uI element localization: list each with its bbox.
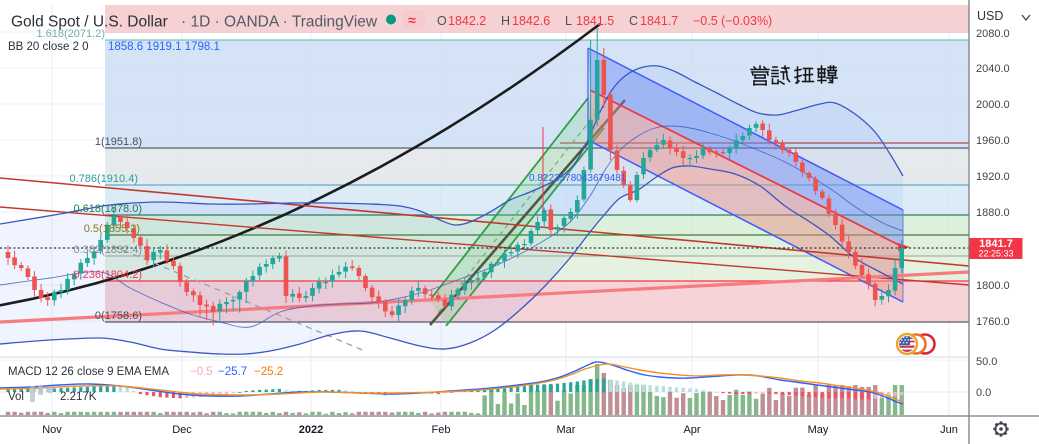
svg-text:· 1D · OANDA · TradingView: · 1D · OANDA · TradingView: [181, 14, 378, 31]
svg-text:Feb: Feb: [432, 424, 451, 436]
svg-text:−25.7: −25.7: [218, 366, 247, 378]
svg-text:BB 20 close 2 0: BB 20 close 2 0: [8, 41, 89, 53]
svg-text:1841.7: 1841.7: [979, 238, 1013, 250]
svg-text:1841.5: 1841.5: [576, 14, 614, 28]
svg-text:1960.0: 1960.0: [976, 135, 1010, 147]
svg-text:MACD 12 26 close 9 EMA EMA: MACD 12 26 close 9 EMA EMA: [8, 366, 169, 378]
svg-text:1(1951.8): 1(1951.8): [95, 136, 142, 148]
svg-text:Nov: Nov: [42, 424, 62, 436]
svg-text:2022: 2022: [299, 424, 323, 436]
svg-text:0.8223578043679481: 0.8223578043679481: [529, 173, 627, 184]
svg-text:Jun: Jun: [940, 424, 958, 436]
svg-text:≈: ≈: [408, 12, 416, 28]
svg-text:−0.5 (−0.03%): −0.5 (−0.03%): [693, 14, 772, 28]
svg-text:2000.0: 2000.0: [976, 99, 1010, 111]
svg-text:Vol: Vol: [8, 391, 24, 403]
svg-text:1.618(2071.2): 1.618(2071.2): [37, 28, 106, 40]
svg-text:1842.6: 1842.6: [512, 14, 550, 28]
svg-text:Apr: Apr: [683, 424, 700, 436]
svg-text:Mar: Mar: [557, 424, 576, 436]
svg-text:0.786(1910.4): 0.786(1910.4): [70, 173, 139, 185]
svg-text:1760.0: 1760.0: [976, 316, 1010, 328]
svg-text:C: C: [629, 14, 638, 28]
svg-text:L: L: [565, 14, 572, 28]
svg-text:1920.0: 1920.0: [976, 171, 1010, 183]
svg-text:−25.2: −25.2: [254, 366, 283, 378]
svg-text:0.382(1832.4): 0.382(1832.4): [74, 244, 143, 256]
svg-text:0.236(1804.2): 0.236(1804.2): [74, 269, 143, 281]
svg-text:0.618(1878.0): 0.618(1878.0): [74, 203, 143, 215]
svg-text:Gold Spot / U.S. Dollar: Gold Spot / U.S. Dollar: [11, 14, 168, 31]
svg-text:22:25:33: 22:25:33: [978, 249, 1013, 259]
svg-text:2080.0: 2080.0: [976, 28, 1010, 40]
svg-text:−0.5: −0.5: [190, 366, 213, 378]
svg-text:1842.2: 1842.2: [448, 14, 486, 28]
svg-text:1841.7: 1841.7: [640, 14, 678, 28]
svg-text:1880.0: 1880.0: [976, 207, 1010, 219]
svg-text:50.0: 50.0: [976, 356, 997, 368]
svg-text:1800.0: 1800.0: [976, 280, 1010, 292]
svg-text:USD: USD: [977, 9, 1003, 23]
svg-text:2.217K: 2.217K: [60, 391, 97, 403]
svg-text:0.5(1855.2): 0.5(1855.2): [84, 223, 140, 235]
svg-text:Dec: Dec: [172, 424, 192, 436]
svg-text:2040.0: 2040.0: [976, 63, 1010, 75]
svg-text:May: May: [808, 424, 829, 436]
svg-text:0(1758.6): 0(1758.6): [95, 310, 142, 322]
svg-text:H: H: [501, 14, 510, 28]
svg-text:O: O: [437, 14, 447, 28]
svg-text:0.0: 0.0: [976, 387, 991, 399]
svg-text:1858.6 1919.1 1798.1: 1858.6 1919.1 1798.1: [108, 41, 220, 53]
